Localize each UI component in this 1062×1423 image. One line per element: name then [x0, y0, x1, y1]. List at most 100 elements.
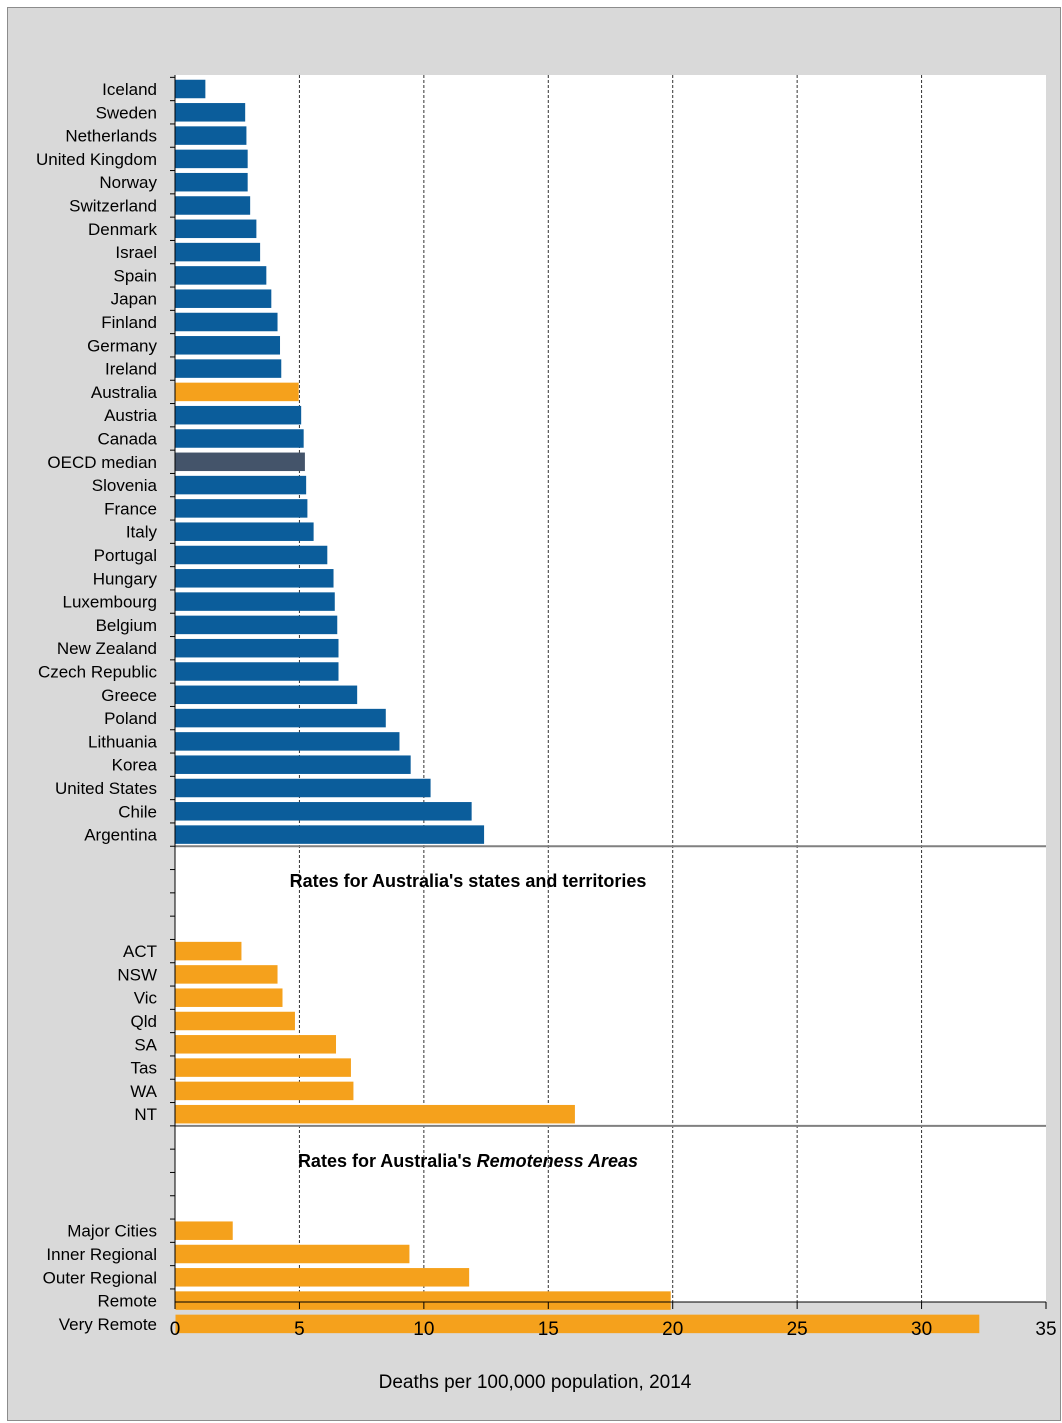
category-label: ACT: [123, 942, 157, 961]
category-label: Hungary: [93, 569, 158, 588]
category-label: Norway: [99, 173, 157, 192]
bar-nt: [175, 1104, 575, 1124]
bar-united-kingdom: [175, 149, 248, 169]
bar-sa: [175, 1035, 337, 1054]
x-tick-label: 0: [170, 1319, 181, 1340]
bar-israel: [175, 242, 261, 262]
category-label: Sweden: [96, 103, 157, 122]
bar-new-zealand: [175, 638, 339, 658]
category-label: Luxembourg: [62, 593, 157, 612]
bar-oecd-median: [175, 452, 305, 472]
bar-inner-regional: [175, 1244, 410, 1264]
category-label: Slovenia: [92, 476, 158, 495]
category-label: Vic: [134, 989, 158, 1008]
category-label: Belgium: [96, 616, 157, 635]
bar-qld: [175, 1011, 295, 1031]
bar-vic: [175, 988, 283, 1007]
bar-netherlands: [175, 126, 247, 145]
bars: [175, 79, 980, 1334]
bar-greece: [175, 685, 358, 705]
category-label: Poland: [104, 709, 157, 728]
category-label: Austria: [104, 406, 157, 425]
bar-australia: [175, 382, 299, 402]
category-label: Finland: [101, 313, 157, 332]
category-labels: Iceland Sweden Netherlands United Kingdom No…: [36, 80, 158, 1334]
bar-norway: [175, 172, 248, 192]
category-label: United States: [55, 779, 157, 798]
bar-germany: [175, 336, 281, 355]
category-label: Argentina: [84, 826, 157, 845]
group-separators: [175, 845, 1046, 1127]
category-label: United Kingdom: [36, 150, 157, 169]
category-label: Germany: [87, 336, 157, 355]
category-label: Switzerland: [69, 197, 157, 216]
bar-luxembourg: [175, 592, 335, 611]
bar-japan: [175, 289, 272, 308]
bar-finland: [175, 312, 278, 332]
category-label: France: [104, 499, 157, 518]
bar-united-states: [175, 778, 431, 798]
x-tick-label: 30: [911, 1319, 932, 1340]
category-label: Spain: [114, 266, 157, 285]
bar-poland: [175, 708, 386, 728]
category-label: OECD median: [47, 453, 157, 472]
category-label: Australia: [91, 383, 158, 402]
bar-major-cities: [175, 1221, 233, 1240]
axes: [170, 75, 1047, 1309]
x-axis-title: Deaths per 100,000 population, 2014: [379, 1372, 692, 1393]
bar-ireland: [175, 359, 282, 378]
category-label: Outer Regional: [43, 1268, 157, 1287]
category-label: New Zealand: [57, 639, 157, 658]
bar-slovenia: [175, 475, 307, 495]
section-title-remoteness: Rates for Australia's Remoteness Areas: [298, 1151, 638, 1171]
category-label: Very Remote: [59, 1315, 157, 1334]
bar-austria: [175, 405, 302, 425]
category-label: Chile: [118, 802, 157, 821]
category-label: Iceland: [102, 80, 157, 99]
x-tick-label: 20: [662, 1319, 683, 1340]
category-label: NT: [134, 1105, 157, 1124]
category-label: Remote: [97, 1292, 157, 1311]
bar-outer-regional: [175, 1268, 470, 1287]
category-label: Korea: [112, 756, 158, 775]
category-label: Tas: [131, 1059, 157, 1078]
x-tick-label: 25: [787, 1319, 808, 1340]
category-label: Ireland: [105, 360, 157, 379]
category-label: Netherlands: [65, 127, 157, 146]
bar-wa: [175, 1081, 354, 1101]
category-label: Qld: [131, 1012, 157, 1031]
category-label: Czech Republic: [38, 663, 158, 682]
bar-denmark: [175, 219, 257, 239]
category-label: SA: [134, 1035, 157, 1054]
bar-chile: [175, 802, 472, 821]
bar-canada: [175, 429, 304, 448]
category-label: Canada: [97, 430, 157, 449]
x-tick-label: 35: [1035, 1319, 1056, 1340]
category-label: Denmark: [88, 220, 157, 239]
bar-czech-republic: [175, 662, 339, 681]
x-tick-label: 15: [538, 1319, 559, 1340]
x-tick-labels: 0 5 10 15 20 25 30 35: [170, 1319, 1057, 1340]
bar-spain: [175, 266, 267, 285]
bar-act: [175, 941, 242, 961]
bar-tas: [175, 1058, 351, 1077]
bar-nsw: [175, 965, 278, 984]
category-label: Inner Regional: [46, 1245, 157, 1264]
bar-hungary: [175, 569, 334, 588]
bar-lithuania: [175, 732, 400, 751]
category-label: Portugal: [94, 546, 157, 565]
bar-korea: [175, 755, 411, 774]
bar-very-remote: [175, 1314, 980, 1334]
category-label: Japan: [111, 290, 157, 309]
category-label: Israel: [115, 243, 157, 262]
x-tick-label: 5: [294, 1319, 305, 1340]
bar-france: [175, 499, 308, 518]
category-label: Lithuania: [88, 732, 158, 751]
section-titles: Rates for Australia's states and territo…: [290, 871, 647, 1171]
category-label: Greece: [101, 686, 157, 705]
category-label: Major Cities: [67, 1222, 157, 1241]
bar-sweden: [175, 103, 246, 122]
category-label: NSW: [117, 965, 157, 984]
bar-argentina: [175, 825, 485, 844]
